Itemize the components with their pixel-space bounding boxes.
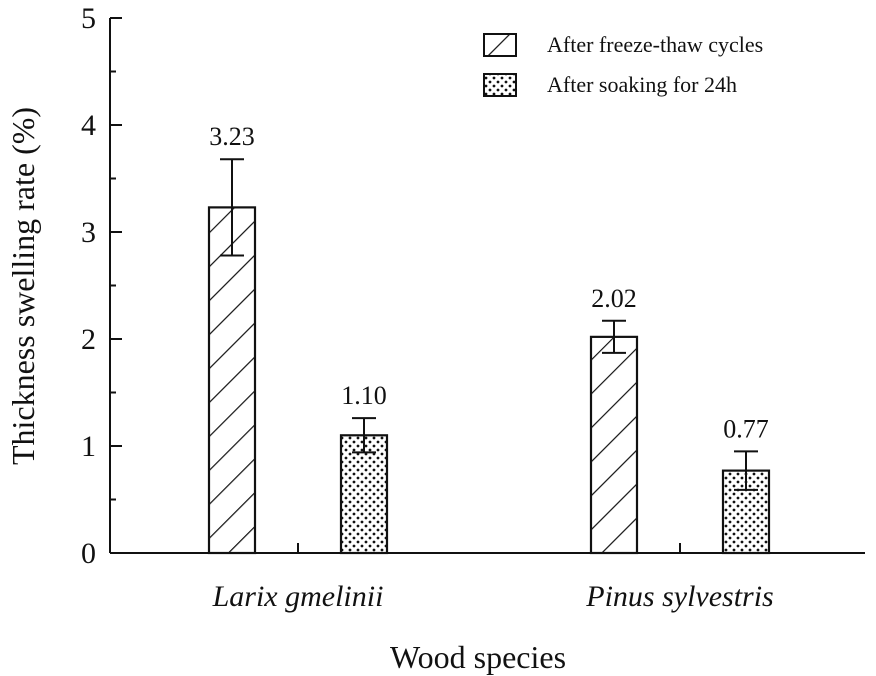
y-tick-label: 4 — [81, 109, 96, 142]
y-tick-label: 0 — [81, 537, 96, 570]
y-tick-label: 3 — [81, 216, 96, 249]
data-label: 1.10 — [341, 381, 387, 410]
legend-label: After freeze-thaw cycles — [547, 32, 763, 57]
legend-swatch — [483, 33, 517, 57]
data-label: 0.77 — [723, 414, 769, 443]
x-tick-label: Larix gmelinii — [212, 580, 384, 613]
bars: 3.23 1.10 2.02 0.77 — [207, 122, 771, 555]
y-tick-label: 5 — [81, 2, 96, 35]
y-tick-label: 1 — [81, 430, 96, 463]
axes: 0 1 2 3 4 5 Larix gmelinii Pinus sylvestris — [81, 2, 865, 613]
legend: After freeze-thaw cycles After soaking fo… — [483, 32, 763, 97]
data-label: 3.23 — [209, 122, 255, 151]
data-label: 2.02 — [591, 284, 637, 313]
bar — [589, 335, 639, 555]
legend-swatch — [483, 73, 517, 97]
bar — [207, 206, 257, 555]
y-tick-label: 2 — [81, 323, 96, 356]
y-axis-title: Thickness swelling rate (%) — [5, 107, 41, 465]
legend-label: After soaking for 24h — [547, 72, 737, 97]
x-axis-title: Wood species — [390, 639, 566, 675]
x-tick-label: Pinus sylvestris — [585, 580, 774, 613]
